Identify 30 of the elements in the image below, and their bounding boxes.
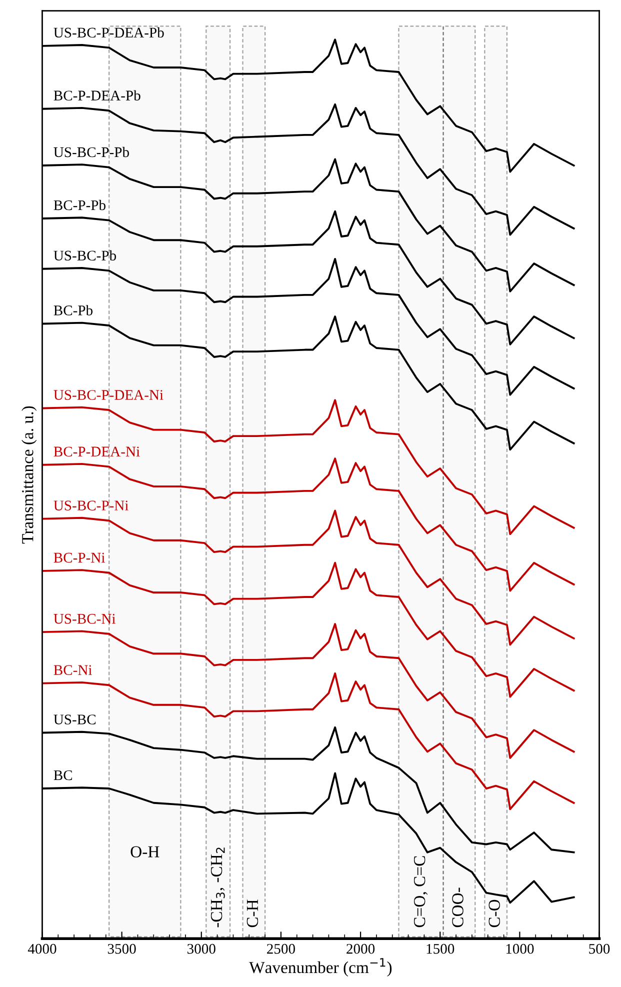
x-tick-label: 3500: [108, 944, 136, 954]
series-label: BC-P-Ni: [54, 552, 105, 563]
band-label: O-H: [130, 846, 160, 858]
series-label: US-BC-P-Pb: [54, 146, 129, 158]
x-tick-label: 2000: [346, 944, 375, 954]
x-tick-label: 4000: [28, 944, 56, 954]
series-label: US-BC-Pb: [54, 250, 116, 261]
band-label: -CH$_{3}$, -CH$_{2}$: [210, 848, 225, 928]
band-label: COO-: [452, 888, 464, 928]
series-label: US-BC-P-Ni: [54, 500, 128, 510]
series-label: BC-P-Pb: [54, 200, 106, 210]
x-tick-label: 1500: [426, 944, 454, 954]
series-label: US-BC-P-DEA-Pb: [54, 27, 164, 38]
series-label: BC-Pb: [54, 305, 93, 316]
series-label: BC: [54, 770, 72, 780]
series-label: BC-P-DEA-Ni: [54, 446, 140, 456]
x-tick-label: 2500: [267, 944, 295, 954]
series-label: BC-Ni: [54, 665, 92, 675]
x-tick-label: 3000: [187, 944, 216, 954]
band-label: C-H: [246, 900, 258, 928]
series-label: US-BC-Ni: [54, 614, 116, 624]
x-axis-title: Wavenumber (cm$^{−1}$): [249, 958, 392, 977]
x-tick-label: 1000: [506, 944, 534, 954]
x-tick-label: 500: [589, 944, 610, 954]
band-label: C-O: [488, 900, 500, 928]
band-label: C=O, C=C: [414, 856, 428, 928]
y-axis-title: Transmittance (a. u.): [22, 406, 37, 544]
series-label: BC-P-DEA-Pb: [54, 90, 140, 100]
series-label: US-BC: [54, 714, 96, 724]
series-label: US-BC-P-DEA-Ni: [54, 390, 164, 400]
